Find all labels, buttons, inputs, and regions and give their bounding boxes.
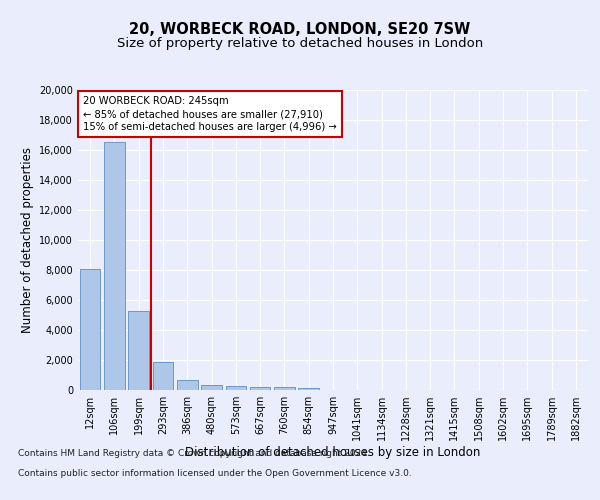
Text: Size of property relative to detached houses in London: Size of property relative to detached ho… bbox=[117, 38, 483, 51]
Bar bbox=[250, 387, 271, 390]
Text: Contains HM Land Registry data © Crown copyright and database right 2024.: Contains HM Land Registry data © Crown c… bbox=[18, 448, 370, 458]
Bar bbox=[152, 362, 173, 390]
Bar bbox=[274, 388, 295, 390]
Bar bbox=[104, 142, 125, 390]
Bar bbox=[128, 310, 149, 390]
Text: 20 WORBECK ROAD: 245sqm
← 85% of detached houses are smaller (27,910)
15% of sem: 20 WORBECK ROAD: 245sqm ← 85% of detache… bbox=[83, 96, 337, 132]
Bar bbox=[298, 388, 319, 390]
Bar bbox=[177, 380, 197, 390]
Bar bbox=[80, 268, 100, 390]
X-axis label: Distribution of detached houses by size in London: Distribution of detached houses by size … bbox=[185, 446, 481, 459]
Bar bbox=[201, 385, 222, 390]
Y-axis label: Number of detached properties: Number of detached properties bbox=[21, 147, 34, 333]
Bar bbox=[226, 386, 246, 390]
Text: 20, WORBECK ROAD, LONDON, SE20 7SW: 20, WORBECK ROAD, LONDON, SE20 7SW bbox=[130, 22, 470, 38]
Text: Contains public sector information licensed under the Open Government Licence v3: Contains public sector information licen… bbox=[18, 468, 412, 477]
